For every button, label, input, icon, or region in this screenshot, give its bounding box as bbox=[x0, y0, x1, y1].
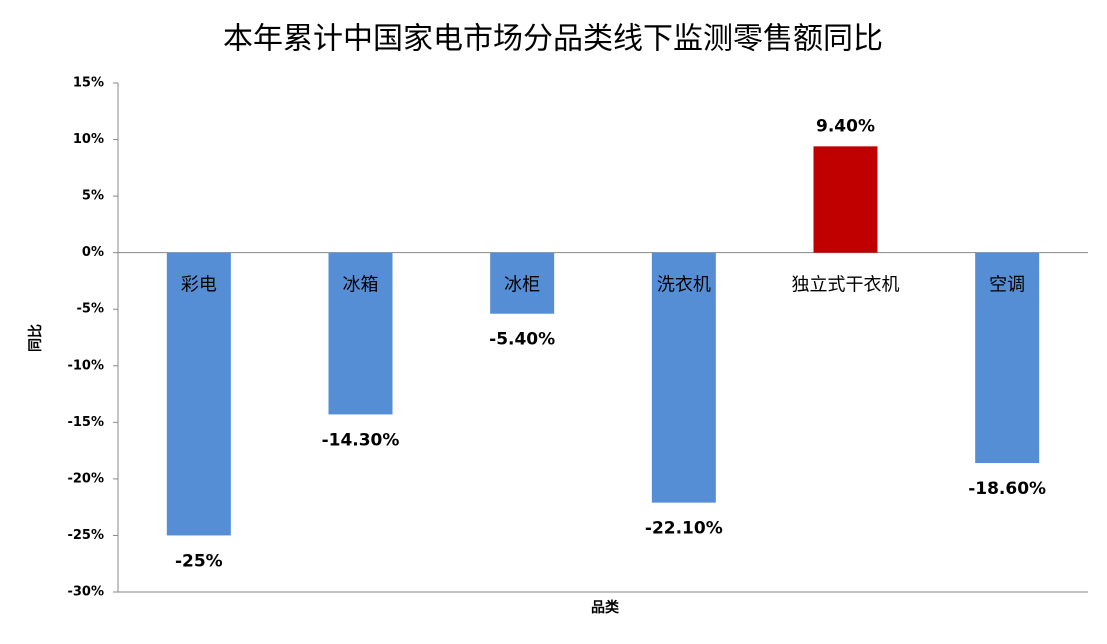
bar bbox=[651, 252, 716, 503]
bar bbox=[166, 252, 231, 536]
category-label: 冰箱 bbox=[343, 275, 379, 296]
bar bbox=[975, 252, 1040, 464]
chart-title: 本年累计中国家电市场分品类线下监测零售额同比 bbox=[223, 22, 883, 57]
y-tick-label: 0% bbox=[82, 245, 104, 260]
category-label: 独立式干衣机 bbox=[792, 275, 900, 296]
value-label: -18.60% bbox=[968, 479, 1046, 499]
y-tick-label: -5% bbox=[77, 302, 104, 317]
y-tick-label: -25% bbox=[67, 528, 104, 543]
bar bbox=[490, 252, 555, 314]
value-label: 9.40% bbox=[816, 116, 875, 136]
y-tick-label: -10% bbox=[67, 358, 104, 373]
y-tick-label: -20% bbox=[67, 471, 104, 486]
category-label: 空调 bbox=[989, 275, 1025, 296]
category-label: 冰柜 bbox=[504, 275, 540, 296]
category-label: 洗衣机 bbox=[657, 275, 711, 296]
y-tick-label: 5% bbox=[82, 189, 104, 204]
category-label: 彩电 bbox=[181, 275, 217, 296]
value-label: -25% bbox=[175, 551, 223, 571]
value-label: -22.10% bbox=[645, 519, 723, 539]
y-tick-label: 15% bbox=[73, 76, 104, 91]
x-axis-title: 品类 bbox=[591, 599, 620, 616]
value-label: -5.40% bbox=[489, 330, 555, 350]
value-label: -14.30% bbox=[322, 430, 400, 450]
bar bbox=[813, 146, 878, 253]
y-tick-label: -30% bbox=[67, 585, 104, 600]
bar bbox=[328, 252, 393, 415]
y-axis-title: 同比 bbox=[27, 324, 44, 352]
y-tick-label: 10% bbox=[73, 132, 104, 147]
y-tick-label: -15% bbox=[67, 415, 104, 430]
